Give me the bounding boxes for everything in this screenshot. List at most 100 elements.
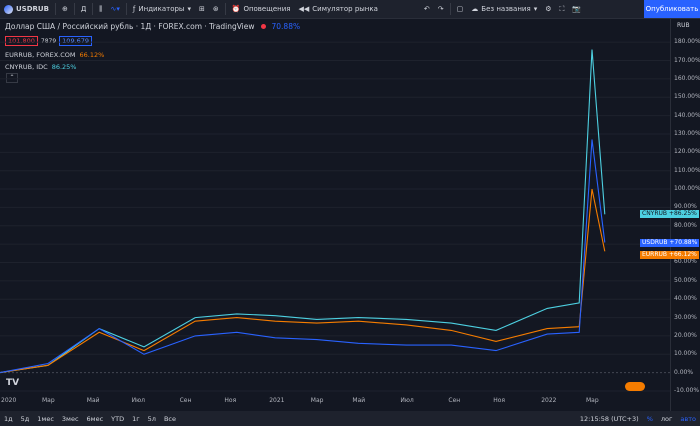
price-tick-label: 180.00% [674,38,700,46]
buy-price[interactable]: 109.679 [59,36,93,46]
chevron-down-icon: ▾ [187,5,191,13]
symbol-logo-icon [4,4,13,14]
undo-icon[interactable]: ↶ [423,5,430,13]
publish-button[interactable]: Опубликовать [644,0,700,18]
price-tick-label: 120.00% [674,148,700,156]
time-tick-label: Ноя [493,397,505,404]
range-button[interactable]: 6мес [86,414,104,423]
price-tick-label: 40.00% [674,295,697,303]
indicators-button[interactable]: ƒ Индикаторы ▾ [129,0,195,18]
time-tick-label: Июл [131,397,145,404]
alarm-clock-icon: ⏰ [231,5,241,13]
alerts-button[interactable]: ⏰ Оповещения [228,0,295,18]
interval-button[interactable]: Д [80,5,87,13]
indicators-icon: ƒ [132,5,136,13]
range-button[interactable]: 5д [20,414,30,423]
eur-value: 66.12% [79,51,105,59]
time-tick-label: Сен [179,397,192,404]
legend-change: 70.88% [271,22,301,31]
price-tick-label: 170.00% [674,56,700,64]
indicators-label: Индикаторы [138,5,185,13]
chart-legend-title: Доллар США / Российский рубль · 1Д · FOR… [5,22,300,31]
range-button[interactable]: Все [163,414,177,423]
time-tick-label: Май [86,397,100,404]
price-chart[interactable] [0,19,670,411]
range-button[interactable]: 1г [132,414,140,423]
range-button[interactable]: 1д [4,414,13,423]
time-tick-label: Июл [400,397,414,404]
series-line-cnyrub[interactable] [0,49,606,374]
time-tick-label: 2021 [269,397,285,404]
price-tick-label: 100.00% [674,185,700,193]
range-buttons: 1д 5д 1мес 3мес 6мес YTD 1г 5л Все [0,415,180,423]
flag-icon[interactable] [625,382,645,391]
price-tick-label: 80.00% [674,221,697,229]
cloud-icon: ☁ [471,5,479,13]
price-tick-label: 160.00% [674,74,700,82]
templates-icon[interactable]: ⊞ [198,5,205,13]
price-tick-label: 110.00% [674,166,700,174]
price-scale-unit: RUB [677,22,690,29]
camera-icon[interactable]: 📷 [572,5,582,13]
time-tick-label: 2022 [541,397,557,404]
layout-select-icon[interactable]: ▢ [456,5,464,13]
eur-price-tag: EURRUB +66.12% [640,251,699,260]
tradingview-logo-icon: TV [6,378,20,388]
price-tick-label: 10.00% [674,350,697,358]
clock[interactable]: 12:15:58 (UTC+3) [579,414,639,423]
fullscreen-icon[interactable]: ⛶ [559,4,565,13]
cny-value: 86.25% [51,63,77,71]
range-button[interactable]: 3мес [61,414,79,423]
cny-price-tag: CNYRUB +86.25% [640,210,699,219]
chevron-down-icon: ▾ [533,5,538,13]
collapse-legend-icon[interactable]: ⌃ [6,73,18,83]
time-tick-label: 2020 [1,397,17,404]
price-tick-label: 140.00% [674,111,700,119]
compare-add-icon[interactable]: ⊕ [61,5,68,13]
replay-button[interactable]: ◀◀ Симулятор рынка [294,0,381,18]
price-tick-label: -10.00% [674,387,700,394]
eur-name: EURRUB, FOREX.COM [5,51,76,59]
range-button[interactable]: 1мес [37,414,54,423]
log-toggle[interactable]: лог [660,414,673,423]
layout-name-button[interactable]: ☁ Без названия ▾ [467,0,541,18]
rewind-icon: ◀◀ [298,5,310,13]
time-tick-label: Ноя [224,397,237,404]
price-tick-label: 150.00% [674,93,700,101]
settings-gear-icon[interactable]: ⚙ [545,5,552,13]
symbol-search[interactable]: USDRUB [0,4,53,14]
time-tick-label: Мар [42,397,55,404]
legend-title: Доллар США / Российский рубль · 1Д · FOR… [5,22,255,31]
alerts-label: Оповещения [243,5,291,13]
sell-price[interactable]: 101.800 [5,36,38,46]
price-tick-label: 30.00% [674,313,697,321]
layout-name: Без названия [481,5,531,13]
percent-toggle[interactable]: % [646,414,653,423]
spread: 7879 [40,37,57,45]
top-toolbar: USDRUB ⊕ Д ⫼ ∿▾ ƒ Индикаторы ▾ ⊞ ⊛ ⏰ Опо… [0,0,700,19]
range-button[interactable]: YTD [111,414,125,423]
divider [54,3,56,15]
time-tick-label: Сен [448,397,461,404]
price-tick-label: 0.00% [674,368,694,376]
compare-legend-eur[interactable]: EURRUB, FOREX.COM 66.12% [5,51,104,59]
replay-settings-icon[interactable]: ⊛ [212,5,219,13]
series-line-usdrub[interactable] [0,139,606,374]
auto-toggle[interactable]: авто [680,414,696,423]
status-dot [260,24,266,29]
bar-style-icon[interactable]: ⫼ [99,4,103,13]
divider [125,3,127,15]
price-tick-label: 90.00% [674,203,697,211]
time-tick-label: Мар [586,397,599,404]
price-tick-label: 60.00% [674,258,697,266]
bottom-toolbar: 1д 5д 1мес 3мес 6мес YTD 1г 5л Все 12:15:58 (UTC… [0,411,700,426]
symbol-name: USDRUB [16,5,49,13]
divider [73,3,75,15]
cny-name: CNYRUB, IDC [5,63,48,71]
redo-icon[interactable]: ↷ [437,5,444,13]
range-button[interactable]: 5л [147,414,156,423]
line-style-icon[interactable]: ∿▾ [110,5,120,13]
compare-legend-cny[interactable]: CNYRUB, IDC 86.25% [5,63,77,71]
time-tick-label: Май [352,397,366,404]
replay-label: Симулятор рынка [312,5,378,13]
